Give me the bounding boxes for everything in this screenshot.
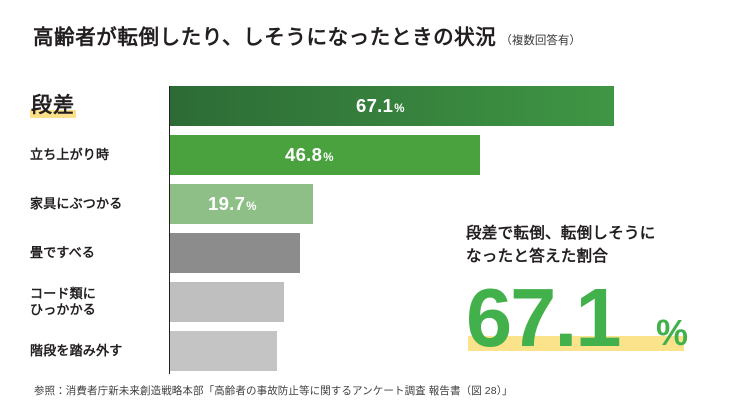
bar-value-label: 67.1% xyxy=(356,95,405,117)
bar-row: 畳ですべる xyxy=(0,233,752,273)
bar-value-number: 67.1 xyxy=(356,95,394,116)
bar-row-label-line1: 畳ですべる xyxy=(30,244,96,260)
bar-row-label: 家具にぶつかる xyxy=(30,184,160,224)
bar-row-label-line1: 階段を踏み外す xyxy=(30,342,123,358)
title-main-text: 高齢者が転倒したり、しそうになったときの状況 xyxy=(33,26,497,49)
callout-description: 段差で転倒、転倒しそうに なったと答えた割合 xyxy=(466,222,736,269)
title-subtitle-text: （複数回答有） xyxy=(500,35,581,47)
bar-row-label: 畳ですべる xyxy=(30,233,160,273)
bar-row: 家具にぶつかる 19.7% xyxy=(0,184,752,224)
bar: 46.8% xyxy=(170,135,480,175)
bar-row: コード類に ひっかかる xyxy=(0,282,752,322)
callout-description-line2: なったと答えた割合 xyxy=(466,248,609,266)
bar-row-label: 階段を踏み外す xyxy=(30,331,160,371)
bar-row-label-line1: 家具にぶつかる xyxy=(30,195,123,211)
bar-row-label-line2: ひっかかる xyxy=(30,302,97,317)
bar-value-label: 46.8% xyxy=(285,144,334,166)
callout-highlight-bar xyxy=(468,335,684,351)
page-title: 高齢者が転倒したり、しそうになったときの状況 （複数回答有） xyxy=(33,26,581,49)
bar-row: 立ち上がり時 46.8% xyxy=(0,135,752,175)
bar: 67.1% xyxy=(170,86,614,126)
source-footnote: 参照：消費者庁新未来創造戦略本部「高齢者の事故防止等に関するアンケート調査 報告… xyxy=(34,385,513,397)
callout-percent-symbol: % xyxy=(656,311,689,353)
bar-row-label: 立ち上がり時 xyxy=(30,135,160,175)
bar-row: 階段を踏み外す xyxy=(0,331,752,371)
bar xyxy=(170,282,284,322)
bar-value-number: 19.7 xyxy=(208,193,246,214)
bar-value-percent-symbol: % xyxy=(323,152,334,164)
bar-row-label-line1: 段差 xyxy=(30,93,76,119)
chart-axis-line xyxy=(169,86,171,374)
bar-row-label-line1: コード類に xyxy=(30,285,97,301)
bar-row: 段差 67.1% xyxy=(0,86,752,126)
bar-row-label: 段差 xyxy=(30,86,160,126)
bar xyxy=(170,233,300,273)
bar-row-label-line1: 立ち上がり時 xyxy=(30,146,110,162)
callout-panel: 段差で転倒、転倒しそうに なったと答えた割合 67.1 % xyxy=(466,222,736,365)
callout-figure: 67.1 % xyxy=(466,270,736,365)
bar-value-percent-symbol: % xyxy=(246,201,257,213)
bar xyxy=(170,331,277,371)
bar-row-label: コード類に ひっかかる xyxy=(30,282,160,322)
callout-number: 67.1 xyxy=(466,270,622,364)
bar-value-percent-symbol: % xyxy=(394,103,405,115)
bar-value-label: 19.7% xyxy=(208,193,257,215)
bar: 19.7% xyxy=(170,184,313,224)
callout-description-line1: 段差で転倒、転倒しそうに xyxy=(466,225,656,242)
bar-value-number: 46.8 xyxy=(285,144,323,165)
